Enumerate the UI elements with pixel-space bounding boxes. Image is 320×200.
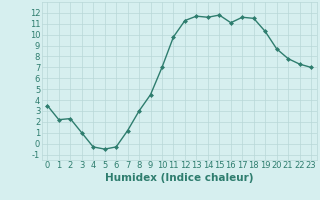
X-axis label: Humidex (Indice chaleur): Humidex (Indice chaleur) bbox=[105, 173, 253, 183]
